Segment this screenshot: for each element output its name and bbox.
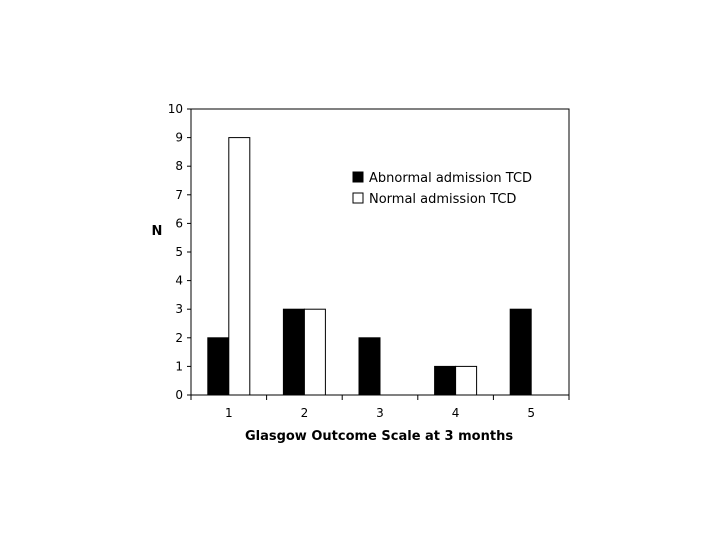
- y-tick-label: 1: [175, 359, 183, 373]
- y-tick-label: 2: [175, 331, 183, 345]
- x-tick-label: 3: [376, 406, 384, 420]
- bar: [509, 308, 532, 396]
- bar: [282, 308, 305, 396]
- y-tick-label: 3: [175, 302, 183, 316]
- x-axis-title: Glasgow Outcome Scale at 3 months: [245, 429, 513, 444]
- bar: [303, 308, 326, 396]
- y-tick-label: 10: [168, 102, 183, 116]
- y-tick-label: 5: [175, 245, 183, 259]
- x-tick-label: 5: [527, 406, 535, 420]
- x-tick-label: 4: [452, 406, 460, 420]
- x-tick-label: 2: [301, 406, 309, 420]
- bar: [228, 137, 251, 396]
- bar: [358, 337, 381, 396]
- y-axis-title: N: [152, 224, 163, 239]
- y-tick-label: 0: [175, 388, 183, 402]
- bars: [207, 137, 532, 396]
- x-tick-label: 1: [225, 406, 233, 420]
- legend-swatch-abnormal: [352, 171, 364, 183]
- legend: Abnormal admission TCD Normal admission …: [352, 171, 532, 207]
- y-axis: 0 1 2 3 4 5 6 7 8 9 10: [168, 102, 191, 402]
- x-axis: 1 2 3 4 5: [190, 395, 570, 420]
- legend-swatch-normal: [352, 192, 364, 204]
- legend-label-abnormal: Abnormal admission TCD: [369, 171, 532, 186]
- y-tick-label: 9: [175, 131, 183, 145]
- bar: [455, 365, 478, 396]
- y-tick-label: 8: [175, 159, 183, 173]
- y-tick-label: 4: [175, 274, 183, 288]
- y-tick-label: 7: [175, 188, 183, 202]
- bar: [207, 337, 230, 396]
- legend-label-normal: Normal admission TCD: [369, 192, 516, 207]
- bar: [434, 365, 457, 396]
- y-tick-label: 6: [175, 216, 183, 230]
